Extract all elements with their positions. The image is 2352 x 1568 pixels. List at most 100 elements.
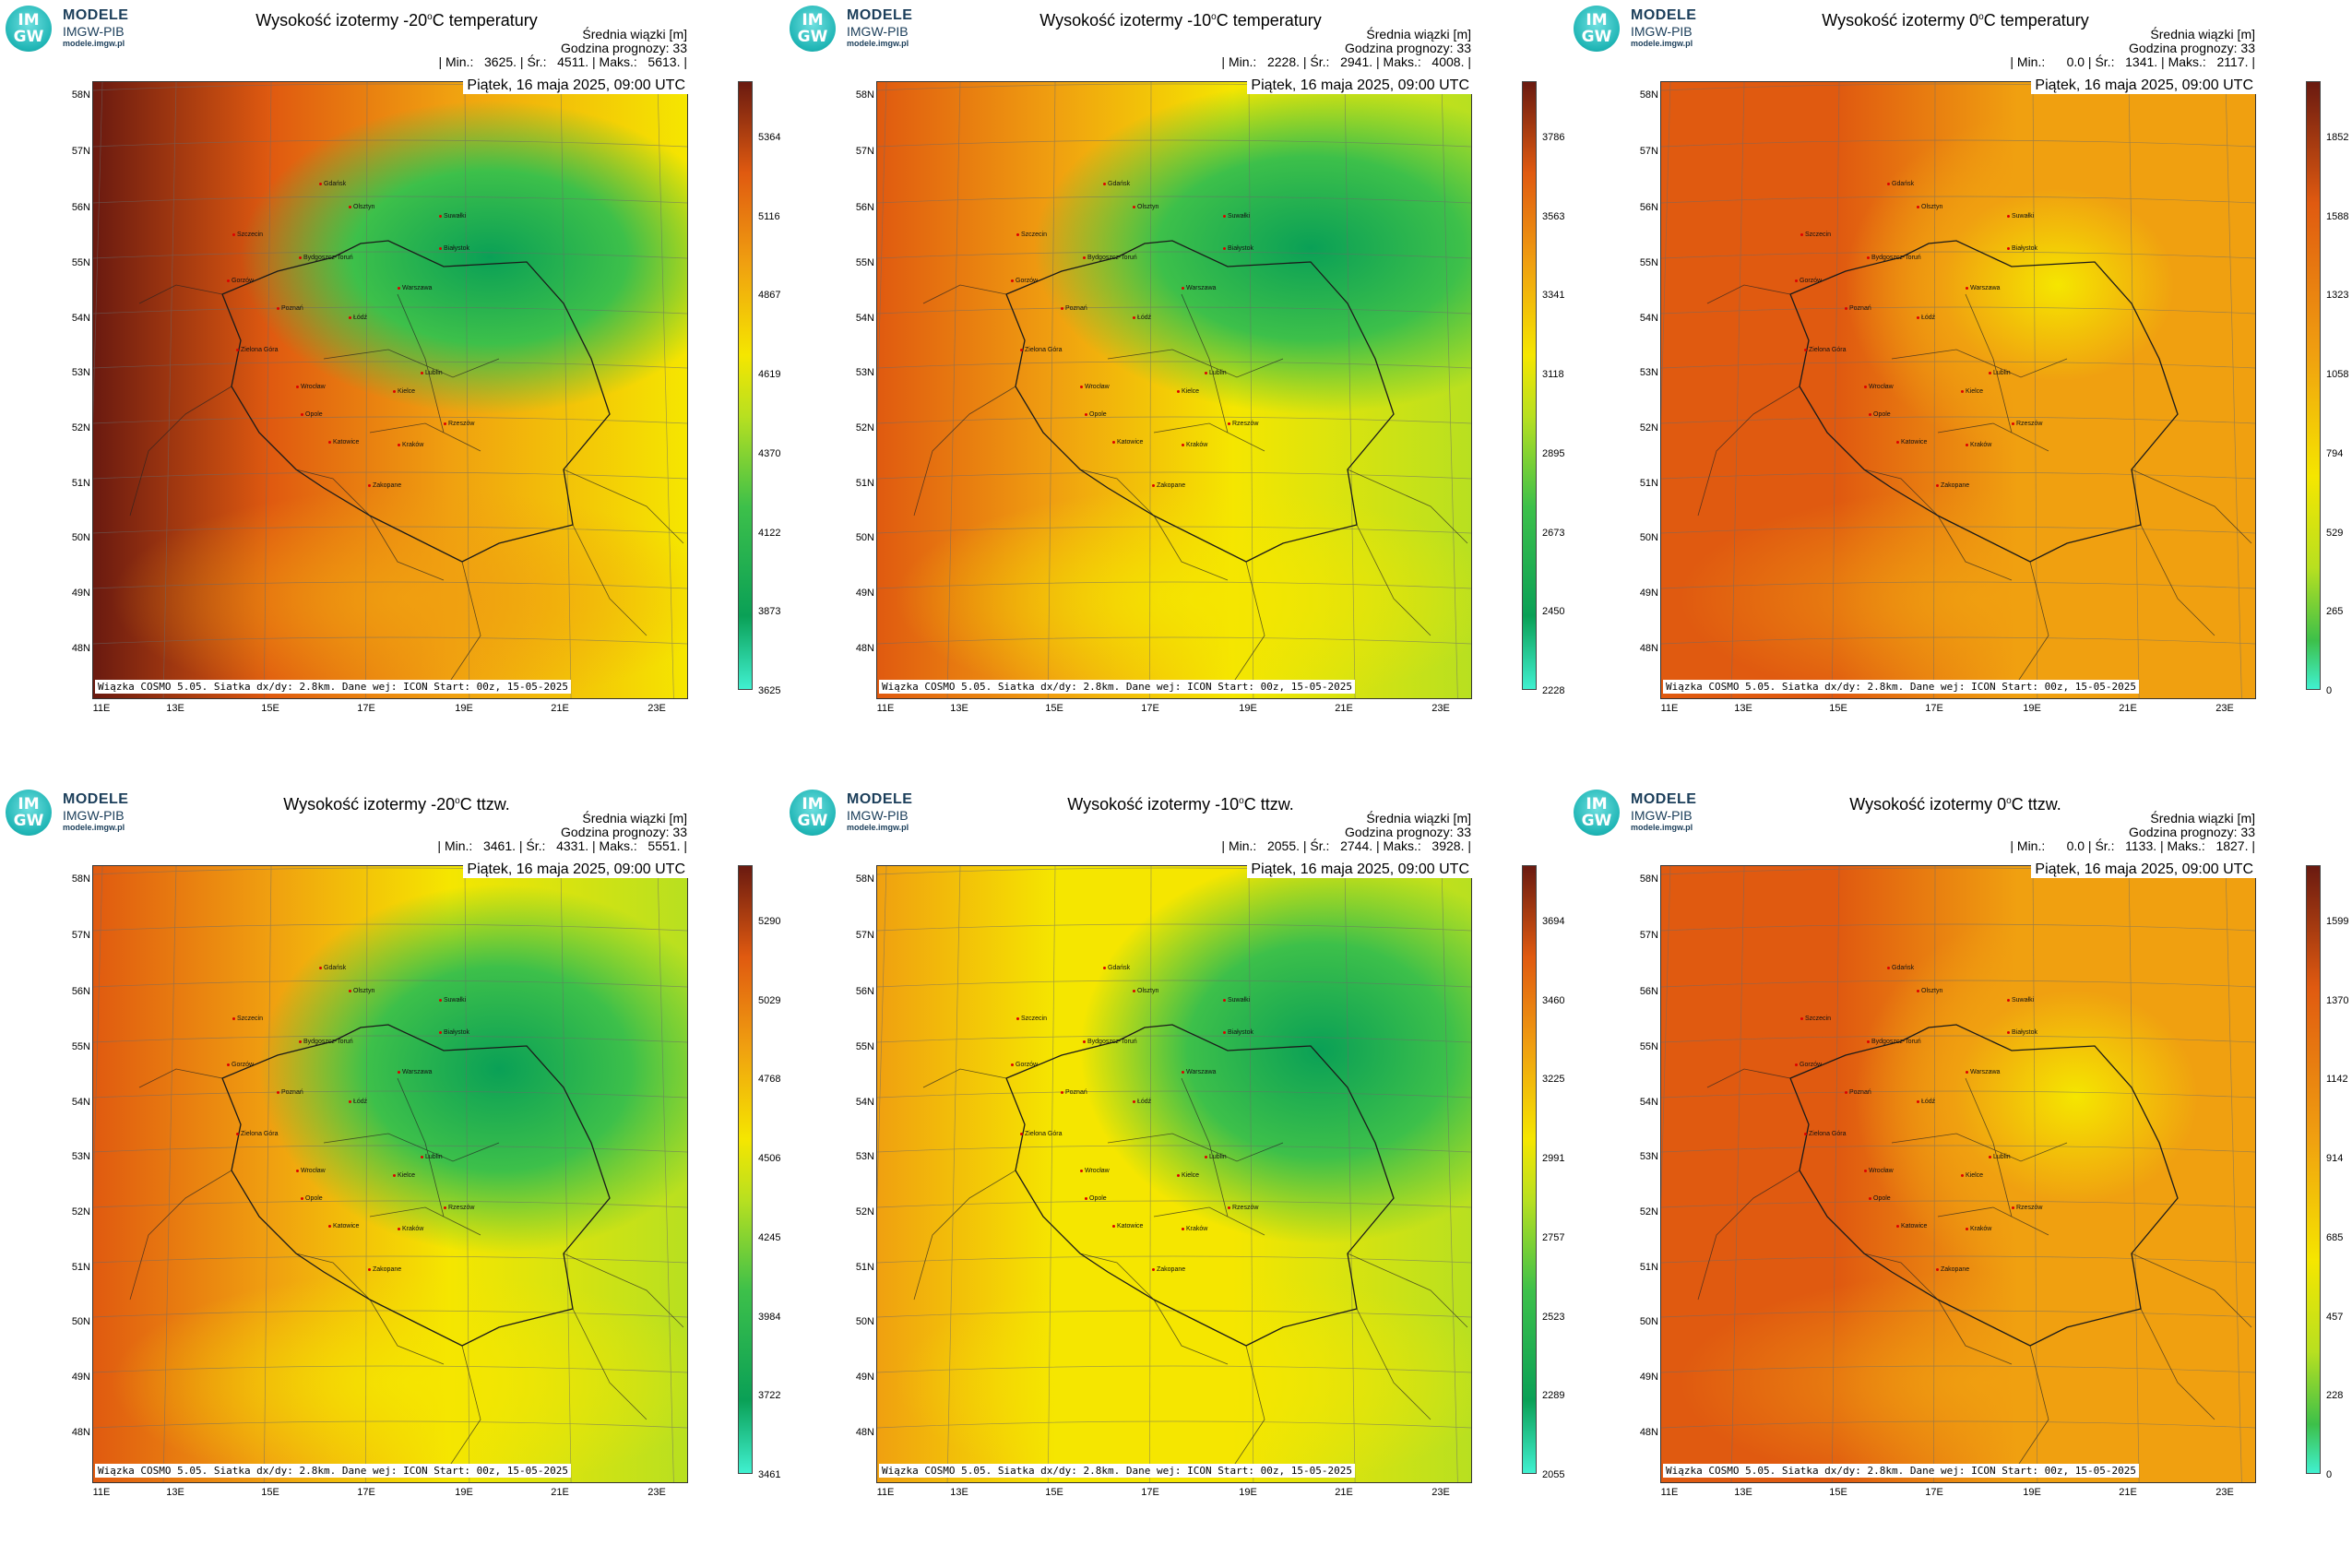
colorbar-tick: 1142 (2326, 1074, 2348, 1086)
city-marker-icon (1011, 279, 1014, 282)
city-name: Szczecin (1805, 1016, 1832, 1022)
imgw-logo: IM GW MODELE IMGW-PIB modele.imgw.pl (6, 790, 153, 836)
city-marker-icon (301, 413, 303, 416)
city-marker-icon (1917, 990, 1919, 992)
city-marker-icon (398, 287, 400, 290)
city-name: Kielce (398, 388, 416, 395)
city-label: Gorzów (227, 278, 254, 284)
city-name: Olsztyn (1137, 988, 1159, 994)
city-marker-icon (1182, 444, 1184, 446)
city-marker-icon (1228, 1206, 1230, 1209)
longitude-label: 19E (2023, 1487, 2041, 1498)
city-marker-icon (232, 233, 235, 236)
city-marker-icon (1061, 1091, 1063, 1094)
city-name: Opole (305, 411, 323, 418)
colorbar (738, 865, 753, 1474)
colorbar-tick: 2228 (1542, 685, 1565, 696)
city-marker-icon (1800, 1017, 1803, 1020)
title-degree: o (1239, 796, 1244, 806)
city-label: Gorzów (1795, 278, 1822, 284)
city-label: Wrocław (1864, 384, 1894, 390)
badge-top: IM (18, 11, 40, 30)
city-label: Lublin (421, 1154, 443, 1160)
longitude-label: 21E (1335, 703, 1353, 714)
city-label: Kielce (1961, 1172, 1983, 1179)
city-marker-icon (439, 999, 442, 1002)
info-line1: Średnia wiązki [m] (582, 811, 687, 826)
city-label: Gdańsk (1103, 181, 1130, 187)
imgw-badge-icon: IM GW (6, 790, 52, 836)
latitude-label: 55N (855, 257, 874, 268)
longitude-label: 21E (2119, 1487, 2137, 1498)
city-marker-icon (444, 1206, 446, 1209)
city-name: Kielce (1182, 1172, 1200, 1179)
latitude-label: 55N (1639, 1041, 1658, 1052)
city-marker-icon (1112, 1225, 1115, 1228)
city-name: Zakopane (373, 1266, 402, 1273)
city-label: Gdańsk (1887, 965, 1914, 971)
city-name: Warszawa (1186, 1069, 1217, 1075)
logo-line3: modele.imgw.pl (63, 39, 125, 48)
logo-line2: IMGW-PIB (847, 808, 909, 823)
city-marker-icon (1966, 444, 1968, 446)
latitude-label: 49N (855, 588, 874, 599)
city-marker-icon (1966, 1228, 1968, 1230)
city-marker-icon (2007, 999, 2010, 1002)
city-label: Białystok (439, 1029, 469, 1036)
stats-block: Średnia wiązki [m] Godzina prognozy: 33 … (2010, 812, 2255, 853)
latitude-label: 51N (71, 1262, 90, 1273)
imgw-logo: IM GW MODELE IMGW-PIB modele.imgw.pl (1574, 790, 1721, 836)
city-marker-icon (328, 441, 331, 444)
colorbar-tick: 3873 (758, 606, 781, 618)
logo-line3: modele.imgw.pl (63, 823, 125, 832)
city-label: Gorzów (1011, 1062, 1038, 1068)
latitude-label: 52N (855, 422, 874, 434)
city-label: Łódź (1133, 315, 1151, 321)
city-label: Łódź (1917, 1099, 1935, 1105)
colorbar-tick: 3118 (1542, 369, 1564, 381)
imgw-badge-icon: IM GW (1574, 790, 1620, 836)
map-title: Wysokość izotermy 0oC ttzw. (1743, 795, 2168, 814)
longitude-label: 15E (1045, 703, 1063, 714)
city-marker-icon (1887, 183, 1890, 185)
latitude-label: 58N (71, 89, 90, 101)
logo-line1: MODELE (63, 7, 129, 23)
city-marker-icon (1080, 1170, 1083, 1172)
colorbar-tick: 265 (2326, 606, 2344, 618)
city-name: Poznań (1849, 305, 1871, 312)
city-marker-icon (1966, 1071, 1968, 1074)
latitude-label: 56N (71, 202, 90, 213)
city-marker-icon (1896, 441, 1899, 444)
city-marker-icon (1083, 1040, 1086, 1043)
city-name: Poznań (1065, 305, 1087, 312)
city-marker-icon (227, 1063, 230, 1066)
latitude-label: 54N (855, 313, 874, 324)
longitude-label: 19E (2023, 703, 2041, 714)
colorbar (1522, 865, 1537, 1474)
colorbar-tick: 0 (2326, 685, 2333, 696)
city-label: Szczecin (1800, 1016, 1831, 1022)
latitude-label: 51N (855, 478, 874, 489)
city-name: Opole (1873, 1195, 1891, 1202)
title-degree: o (455, 796, 460, 806)
city-name: Poznań (1065, 1089, 1087, 1096)
city-label: Szczecin (232, 1016, 263, 1022)
longitude-label: 17E (357, 703, 375, 714)
city-marker-icon (277, 1091, 279, 1094)
city-label: Gorzów (227, 1062, 254, 1068)
city-marker-icon (398, 444, 400, 446)
city-marker-icon (232, 1017, 235, 1020)
city-name: Kielce (1182, 388, 1200, 395)
city-name: Gdańsk (1108, 181, 1131, 187)
city-name: Warszawa (402, 1069, 433, 1075)
info-line2: Godzina prognozy: 33 (561, 41, 687, 55)
city-marker-icon (1845, 1091, 1847, 1094)
latitude-label: 48N (855, 1427, 874, 1438)
city-name: Lublin (1209, 370, 1227, 376)
map-title: Wysokość izotermy -20oC ttzw. (184, 795, 609, 814)
city-marker-icon (1845, 307, 1847, 310)
city-marker-icon (1080, 386, 1083, 388)
city-label: Gdańsk (1103, 965, 1130, 971)
colorbar (738, 81, 753, 690)
city-name: Wrocław (301, 384, 326, 390)
